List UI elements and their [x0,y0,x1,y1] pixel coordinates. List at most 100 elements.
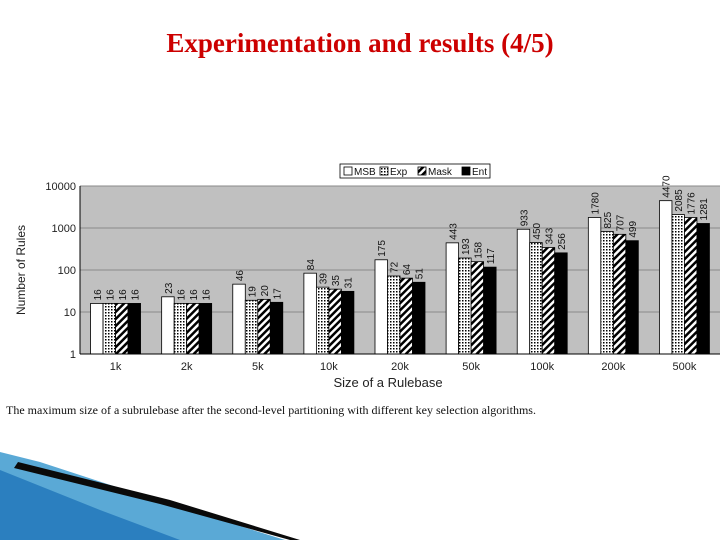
bar [303,272,317,355]
bar [470,261,485,355]
x-tick-label: 100k [530,361,554,373]
bar-value-label: 1780 [591,192,602,215]
legend-swatch [379,166,389,176]
x-tick-label: 2k [181,361,193,373]
bar [387,275,401,355]
bar-value-label: 64 [402,264,413,276]
bar [257,298,271,355]
bar [684,217,698,355]
bar-value-label: 23 [164,282,175,294]
bar-value-label: 31 [344,277,355,289]
bar [671,214,685,355]
bar-value-label: 499 [628,221,639,238]
legend-label: Exp [390,167,408,178]
bar [529,242,543,355]
bar-value-label: 19 [248,286,259,298]
bar [625,240,639,355]
bar [90,303,104,355]
bar [269,301,284,355]
bar-value-label: 256 [557,233,568,250]
bar [587,217,602,355]
x-tick-label: 20k [391,361,409,373]
y-tick-label: 1 [70,349,76,361]
bar [399,277,413,355]
bar-value-label: 193 [461,238,472,255]
bar [244,299,259,355]
bar-value-label: 1776 [687,192,698,215]
bar [232,283,246,355]
legend: MSB Exp Mask Ent [339,163,491,179]
bar [340,290,355,355]
y-tick-label: 100 [58,265,76,277]
legend-label: MSB [354,167,376,178]
legend-swatch [461,166,471,176]
legend-label: Ent [472,167,487,178]
x-tick-label: 200k [601,361,625,373]
bar [161,296,175,355]
bar-value-label: 158 [473,242,484,259]
bar [328,288,342,355]
bar-value-label: 16 [118,289,129,301]
bar [198,303,213,355]
bar-value-label: 84 [306,259,317,271]
x-tick-label: 500k [673,361,697,373]
decorative-swoosh [0,452,300,540]
bar-value-label: 17 [273,288,284,300]
bar-value-label: 16 [176,289,187,301]
bar-value-label: 707 [616,214,627,231]
y-tick-label: 10 [64,307,76,319]
bar-value-label: 1281 [699,198,710,221]
y-axis-title: Number of Rules [14,225,28,315]
bar-value-label: 933 [519,209,530,226]
chart-caption: The maximum size of a subrulebase after … [6,403,536,417]
bar [173,303,188,355]
bar-value-label: 16 [93,289,104,301]
bar [483,266,497,355]
bar-value-label: 46 [235,270,246,282]
x-tick-label: 50k [462,361,480,373]
x-tick-label: 1k [110,361,122,373]
bar-value-label: 450 [532,222,543,239]
bar-value-label: 343 [544,227,555,244]
x-tick-label: 10k [320,361,338,373]
bar-value-label: 117 [486,248,497,264]
legend-swatch [417,166,427,176]
bar [315,286,330,355]
bar-value-label: 16 [105,289,116,301]
bar [186,303,200,355]
bar-value-label: 51 [415,268,426,280]
bar [102,303,116,355]
slide-title: Experimentation and results (4/5) [166,28,554,58]
bar-value-label: 825 [603,211,614,228]
bar [612,233,627,355]
bar-value-label: 2085 [674,189,685,212]
x-tick-label: 5k [252,361,264,373]
x-axis-title: Size of a Rulebase [333,375,442,390]
bar-value-label: 35 [331,275,342,287]
y-tick-label: 10000 [45,181,76,193]
legend-swatch [343,166,353,176]
bar-value-label: 20 [260,285,271,297]
bar [516,228,531,355]
bar-value-label: 4470 [662,175,673,198]
bar-value-label: 16 [189,289,200,301]
bar-value-label: 443 [448,223,459,240]
legend-label: Mask [428,167,453,178]
bar [458,257,472,355]
bar [115,303,129,355]
bar-value-label: 72 [390,261,401,273]
bar-value-label: 16 [130,289,141,301]
bar-value-label: 175 [377,240,388,257]
y-tick-label: 1000 [52,223,76,235]
legend-box [339,163,491,179]
bar [127,303,141,355]
bar [600,231,614,355]
bar [541,247,556,355]
bar [659,200,673,355]
bar [554,252,568,355]
bar-value-label: 39 [319,273,330,285]
bar [412,281,426,355]
bar [445,242,460,355]
bar [374,259,388,355]
